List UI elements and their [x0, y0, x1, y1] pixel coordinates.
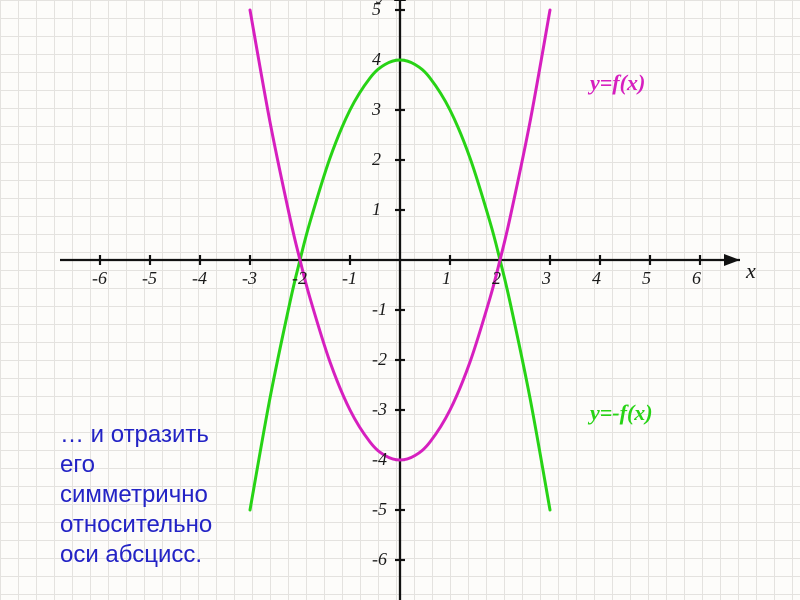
caption-line: … и отразить	[60, 420, 212, 450]
x-axis-label: x	[746, 258, 756, 284]
x-tick-label: 5	[642, 268, 651, 289]
curve-neg-f-label: y=-f(x)	[590, 400, 653, 426]
y-tick-label: -1	[372, 299, 387, 320]
y-tick-label: -6	[372, 549, 387, 570]
y-tick-label: -5	[372, 499, 387, 520]
x-tick-label: 1	[442, 268, 451, 289]
y-tick-label: 3	[372, 99, 381, 120]
x-tick-label: -3	[242, 268, 257, 289]
caption-line: симметрично	[60, 480, 212, 510]
y-tick-label: -2	[372, 349, 387, 370]
caption-line: оси абсцисс.	[60, 540, 212, 570]
x-tick-label: 3	[542, 268, 551, 289]
y-tick-label: -3	[372, 399, 387, 420]
y-tick-label: 4	[372, 49, 381, 70]
curve-f-label: y=f(x)	[590, 70, 645, 96]
caption-text: … и отразитьегосимметричноотносительноос…	[60, 420, 212, 570]
y-tick-label: 1	[372, 199, 381, 220]
y-axis-label: y	[378, 0, 388, 5]
x-tick-label: 4	[592, 268, 601, 289]
x-tick-label: 6	[692, 268, 701, 289]
x-tick-label: -5	[142, 268, 157, 289]
x-tick-label: -2	[292, 268, 307, 289]
x-tick-label: -4	[192, 268, 207, 289]
y-tick-label: -4	[372, 449, 387, 470]
caption-line: относительно	[60, 510, 212, 540]
x-tick-label: -6	[92, 268, 107, 289]
caption-line: его	[60, 450, 212, 480]
x-tick-label: -1	[342, 268, 357, 289]
x-tick-label: 2	[492, 268, 501, 289]
page: -6-5-4-3-2-1123456-7-6-5-4-3-2-112345xyy…	[0, 0, 800, 600]
y-tick-label: 2	[372, 149, 381, 170]
